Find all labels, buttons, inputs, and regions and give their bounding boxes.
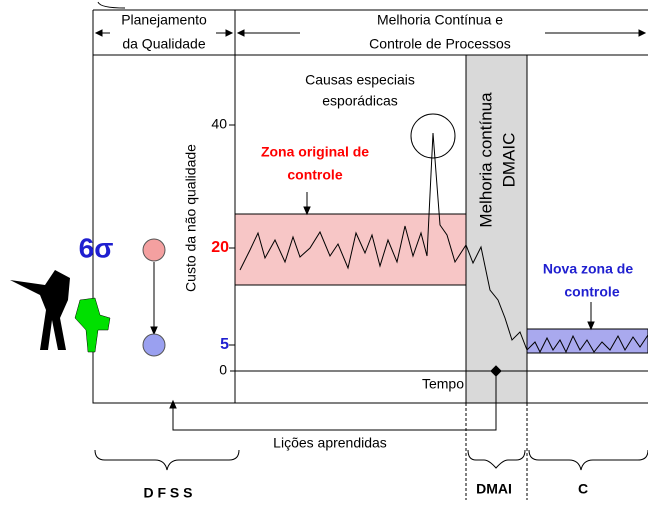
annotation: Causas especiais [305,72,415,88]
annotation: Lições aprendidas [273,435,387,451]
tick-label: 5 [220,336,229,353]
frame [92,9,648,404]
header-text: Melhoria Contínua e [377,12,503,28]
annotation: Zona original de [261,144,369,160]
annotation: controle [287,167,342,183]
phase-label: C [578,481,588,497]
special-cause-circle [410,113,456,159]
frame-arc [97,1,126,9]
x-axis-label: Tempo [422,376,464,392]
annotation: DMAIC [499,133,518,188]
six-sigma: 6σ [79,232,114,263]
annotation: Nova zona de [543,261,633,277]
arrows [94,29,647,431]
end-ball [142,333,166,357]
tick-label: 0 [219,362,227,378]
tick-label: 20 [211,239,229,256]
braces [94,449,648,471]
process-line [239,132,648,354]
y-ticks [229,124,235,346]
phase-lines [465,403,528,500]
phase-label: DMAI [476,481,512,497]
phase-label: D F S S [143,485,192,501]
annotation: esporádicas [322,93,398,109]
header-text: Planejamento [121,12,207,28]
annotation: controle [564,284,619,300]
header-text: da Qualidade [122,36,206,52]
header-text: Controle de Processos [369,36,511,52]
start-ball [142,238,166,262]
fighters-icon [10,270,111,353]
dmaic-band [465,54,528,404]
annotation: Melhoria contínua [476,92,495,228]
tick-label: 40 [211,116,227,132]
axis-label: Custo da não qualidade [183,144,199,292]
